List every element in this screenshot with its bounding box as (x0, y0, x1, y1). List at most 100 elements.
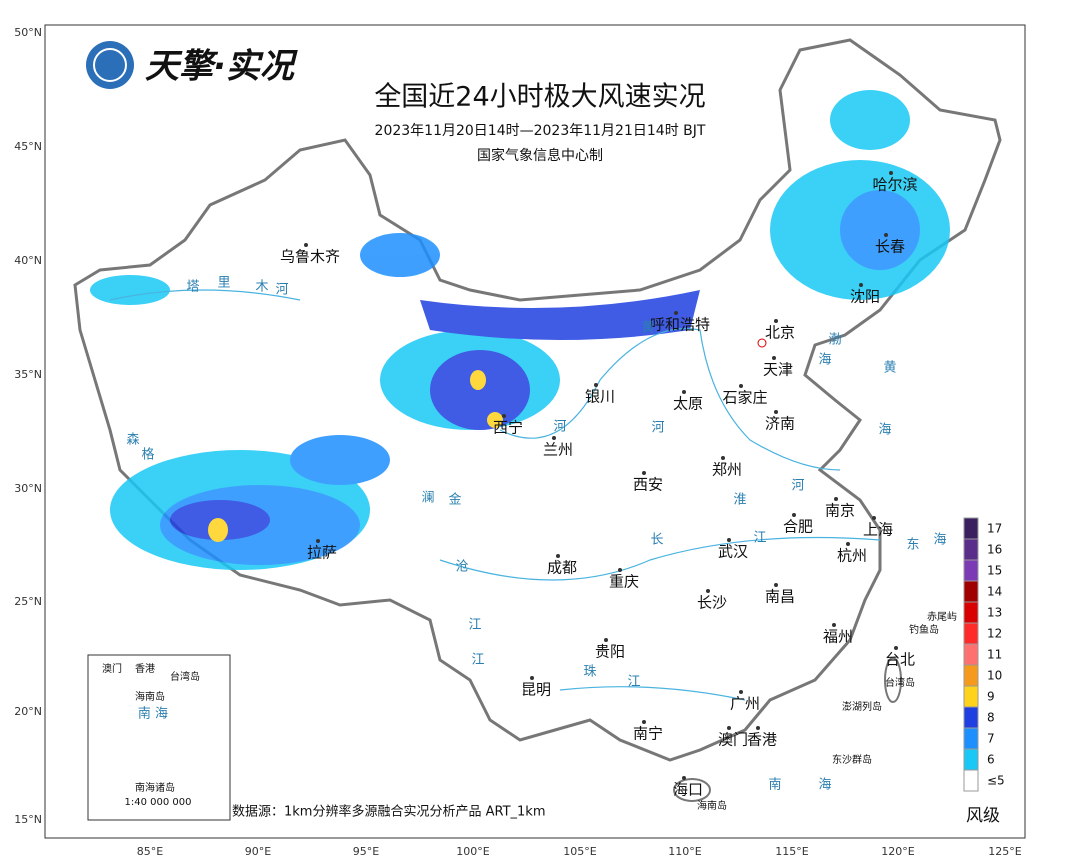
water-label: 海 (933, 533, 946, 548)
water-label: 木 (255, 280, 268, 295)
lon-label: 95°E (353, 845, 379, 858)
city-dot (727, 726, 731, 730)
city-dot (739, 690, 743, 694)
water-label: 塔 (186, 280, 199, 295)
lon-label: 105°E (563, 845, 596, 858)
lon-label: 100°E (456, 845, 489, 858)
lat-label: 30°N (14, 482, 42, 495)
city-label: 贵阳 (595, 643, 625, 661)
lat-label: 25°N (14, 595, 42, 608)
water-label: 东 (906, 538, 919, 553)
water-label: 江 (753, 531, 766, 546)
water-label: 长 (650, 533, 663, 548)
city-label: 昆明 (521, 681, 551, 699)
inset-label: 台湾岛 (170, 670, 200, 683)
inset-map (87, 654, 231, 821)
water-label: 金 (448, 492, 461, 508)
city-dot (721, 456, 725, 460)
legend-label: 6 (987, 753, 995, 767)
legend-swatch (963, 538, 979, 561)
lat-label: 40°N (14, 254, 42, 267)
water-label: 沧 (455, 559, 468, 575)
water-label: 河 (553, 420, 566, 435)
city-dot (774, 410, 778, 414)
city-dot (727, 538, 731, 542)
capital-marker (757, 338, 767, 348)
city-label: 重庆 (609, 573, 639, 591)
lon-label: 115°E (775, 845, 808, 858)
island-label: 海南岛 (697, 799, 727, 812)
city-label: 北京 (765, 324, 795, 342)
inset-label: 南 海 (138, 706, 168, 722)
city-label: 太原 (673, 395, 703, 413)
subtitle: 2023年11月20日14时—2023年11月21日14时 BJT (375, 123, 706, 139)
legend-label: 7 (987, 732, 995, 746)
city-label: 拉萨 (307, 544, 337, 562)
water-label: 格 (141, 447, 154, 463)
city-dot (502, 414, 506, 418)
legend-label: 17 (987, 522, 1002, 536)
inset-label: 澳门 (102, 662, 122, 675)
legend-swatch (963, 685, 979, 708)
city-dot (859, 283, 863, 287)
city-label: 乌鲁木齐 (280, 248, 340, 266)
maker: 国家气象信息中心制 (477, 147, 603, 164)
lon-label: 125°E (988, 845, 1021, 858)
city-dot (530, 676, 534, 680)
city-label: 兰州 (543, 441, 573, 459)
island-label: 台湾岛 (885, 676, 915, 689)
water-label: 河 (791, 479, 804, 494)
legend-label: 8 (987, 711, 995, 725)
city-dot (894, 646, 898, 650)
legend-swatch (963, 643, 979, 666)
logo (86, 41, 134, 89)
city-dot (774, 319, 778, 323)
city-dot (832, 623, 836, 627)
legend-swatch (963, 622, 979, 645)
water-label: 黄 (883, 361, 896, 376)
legend-swatch (963, 706, 979, 729)
legend-swatch (963, 580, 979, 603)
legend-label: 16 (987, 543, 1002, 557)
legend-label: 15 (987, 564, 1002, 578)
island-label: 东沙群岛 (832, 753, 872, 766)
lon-label: 110°E (668, 845, 701, 858)
city-label: 南京 (825, 502, 855, 520)
city-dot (618, 568, 622, 572)
lat-label: 50°N (14, 26, 42, 39)
city-dot (889, 171, 893, 175)
city-dot (316, 539, 320, 543)
lat-label: 35°N (14, 368, 42, 381)
hainan-outline (673, 778, 711, 802)
water-label: 海 (818, 778, 831, 793)
water-label: 森 (126, 433, 139, 448)
lon-label: 85°E (137, 845, 163, 858)
city-label: 南昌 (765, 588, 795, 606)
city-label: 长沙 (697, 594, 727, 612)
city-label: 台北 (885, 651, 915, 669)
legend-label: 10 (987, 669, 1002, 683)
legend-swatch (963, 559, 979, 582)
water-label: 澜 (421, 491, 434, 506)
lat-label: 20°N (14, 705, 42, 718)
city-label: 香港 (747, 731, 777, 749)
city-label: 杭州 (837, 547, 867, 565)
legend-swatch (963, 664, 979, 687)
lon-label: 90°E (245, 845, 271, 858)
city-dot (884, 233, 888, 237)
city-label: 哈尔滨 (872, 176, 917, 194)
legend-label: 12 (987, 627, 1002, 641)
city-dot (739, 384, 743, 388)
water-label: 江 (471, 653, 484, 668)
city-label: 济南 (765, 415, 795, 433)
inset-label: 南海诸岛 (135, 781, 175, 794)
city-label: 长春 (875, 238, 905, 256)
city-label: 郑州 (712, 461, 742, 479)
legend-swatch (963, 748, 979, 771)
wind-patches (90, 90, 950, 570)
city-dot (682, 776, 686, 780)
city-dot (846, 542, 850, 546)
legend-swatch (963, 769, 979, 792)
water-label: 江 (468, 618, 481, 633)
